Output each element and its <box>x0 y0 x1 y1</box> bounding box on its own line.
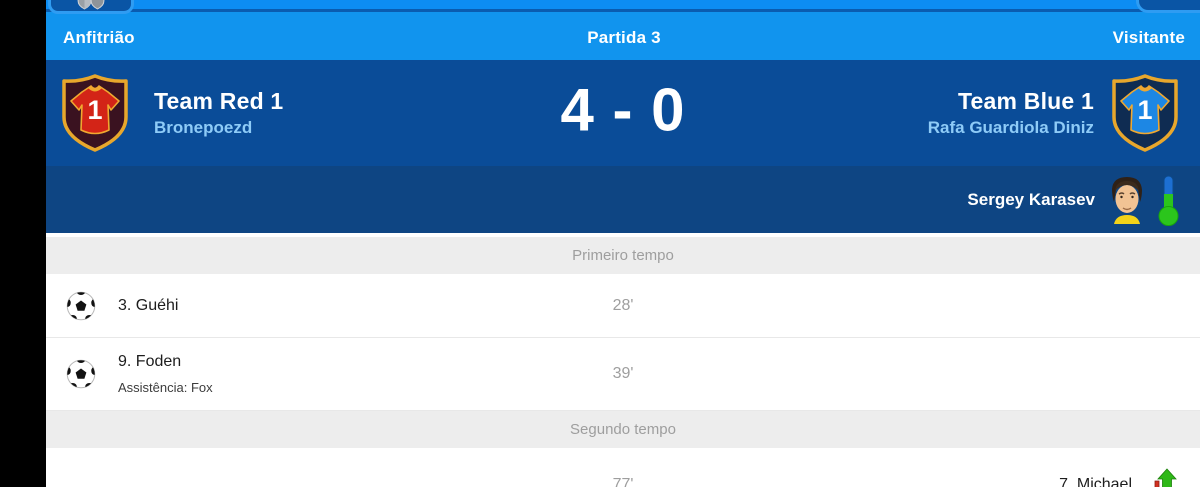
event-row-goal: 3. Guéhi 28' <box>46 274 1200 338</box>
shield-icon <box>90 0 105 10</box>
svg-text:1: 1 <box>1137 95 1152 125</box>
away-side-label: Visitante <box>1112 27 1185 47</box>
event-minute: 77' <box>612 475 634 487</box>
top-edge-strip <box>46 0 1200 12</box>
referee-row: Sergey Karasev <box>46 166 1200 233</box>
event-minute: 39' <box>612 365 634 382</box>
home-side-label: Anfitrião <box>63 27 135 47</box>
soccer-ball-icon <box>66 291 96 320</box>
soccer-ball-icon <box>66 359 96 389</box>
away-team: Team Blue 1 Rafa Guardiola Diniz 1 <box>928 73 1182 153</box>
thermometer-icon <box>1158 175 1179 226</box>
svg-text:1: 1 <box>87 95 102 125</box>
match-events-list: Primeiro tempo <box>46 233 1200 487</box>
away-team-badge-icon: 1 <box>1112 74 1178 152</box>
substituted-in-player: 7. Michael <box>1059 475 1132 487</box>
scoreboard: 1 Team Red 1 Bronepoezd 4 - 0 Team Blue … <box>46 60 1200 166</box>
tab-right[interactable] <box>1136 0 1200 13</box>
goal-scorer: 9. Foden <box>118 353 182 370</box>
match-header-bar: Anfitrião Partida 3 Visitante <box>46 0 1200 60</box>
home-team-name: Team Red 1 <box>154 88 284 114</box>
section-second-half: Segundo tempo <box>46 411 1200 448</box>
substitution-icon <box>1154 467 1177 487</box>
assist-label: Assistência: Fox <box>118 380 213 395</box>
event-row-goal: 9. Foden Assistência: Fox 39' <box>46 338 1200 411</box>
section-first-half: Primeiro tempo <box>46 237 1200 274</box>
away-team-name: Team Blue 1 <box>958 88 1094 114</box>
referee-name: Sergey Karasev <box>967 189 1095 209</box>
tab-left-shields[interactable] <box>48 0 134 14</box>
home-manager-name: Bronepoezd <box>154 118 253 137</box>
match-score: 4 - 0 <box>560 76 686 144</box>
goal-scorer: 3. Guéhi <box>118 296 179 314</box>
home-team: 1 Team Red 1 Bronepoezd <box>58 73 283 153</box>
event-minute: 28' <box>612 296 634 314</box>
away-manager-name: Rafa Guardiola Diniz <box>927 118 1094 137</box>
left-black-bezel <box>0 0 46 487</box>
section-label: Primeiro tempo <box>572 247 674 264</box>
referee-avatar <box>1112 176 1142 224</box>
home-team-badge-icon: 1 <box>62 74 128 152</box>
section-label: Segundo tempo <box>570 421 676 438</box>
match-number-label: Partida 3 <box>587 27 661 47</box>
event-row-substitution: 77' 7. Michael <box>46 448 1200 487</box>
